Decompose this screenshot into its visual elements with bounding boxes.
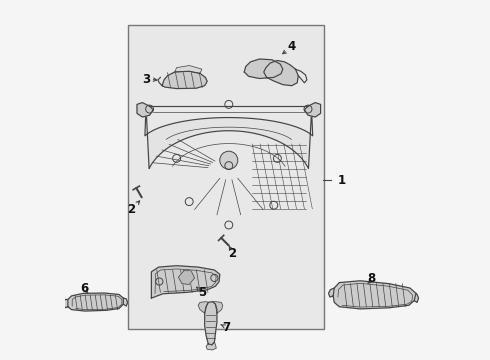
Polygon shape (328, 288, 334, 297)
Text: 5: 5 (197, 286, 206, 299)
Polygon shape (264, 60, 298, 86)
Polygon shape (198, 302, 208, 313)
Text: 6: 6 (81, 282, 89, 295)
Polygon shape (304, 103, 320, 117)
Polygon shape (245, 59, 283, 78)
Text: 2: 2 (127, 203, 136, 216)
Text: 7: 7 (222, 321, 230, 334)
Text: 3: 3 (142, 73, 150, 86)
Polygon shape (414, 293, 418, 302)
Polygon shape (68, 293, 123, 311)
Polygon shape (175, 66, 202, 73)
Text: 8: 8 (368, 273, 376, 285)
Text: 2: 2 (228, 247, 237, 260)
Polygon shape (333, 281, 416, 309)
Polygon shape (145, 106, 313, 168)
Polygon shape (64, 300, 68, 308)
Polygon shape (178, 271, 195, 284)
Polygon shape (137, 103, 153, 117)
Circle shape (220, 151, 238, 169)
Polygon shape (213, 302, 222, 313)
Polygon shape (151, 266, 220, 298)
Text: 1: 1 (338, 174, 345, 186)
Polygon shape (205, 302, 217, 345)
Polygon shape (123, 298, 127, 306)
Polygon shape (206, 342, 216, 350)
Polygon shape (162, 71, 207, 89)
Text: 4: 4 (287, 40, 295, 53)
Bar (128, 25, 324, 329)
